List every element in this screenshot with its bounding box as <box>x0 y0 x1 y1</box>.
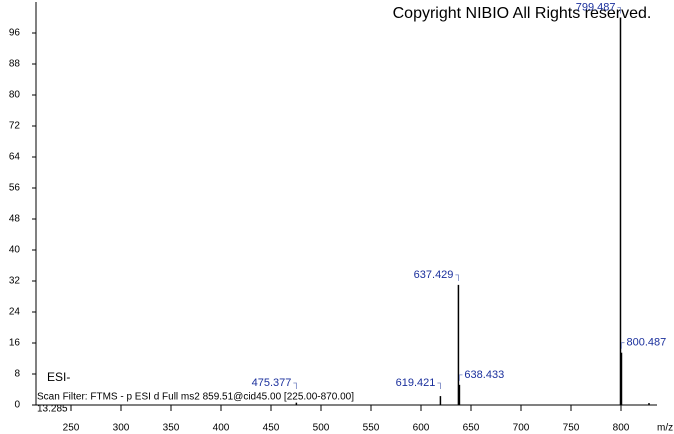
peak-label: 799.487 <box>576 1 616 13</box>
x-axis-label: m/z <box>657 423 673 434</box>
x-tick-label: 350 <box>163 423 180 434</box>
x-tick-label: 650 <box>463 423 480 434</box>
y-tick-label: 8 <box>14 369 20 380</box>
y-tick-label: 40 <box>9 245 21 256</box>
x-tick-label: 300 <box>113 423 130 434</box>
x-tick-label: 550 <box>363 423 380 434</box>
retention-time: 13.285 <box>37 404 68 415</box>
peak-label: 475.377 <box>252 377 292 389</box>
ionization: ESI- <box>47 370 70 384</box>
x-tick-label: 750 <box>563 423 580 434</box>
scan-filter: Scan Filter: FTMS - p ESI d Full ms2 859… <box>37 392 354 403</box>
y-tick-label: 64 <box>9 152 21 163</box>
y-tick-label: 88 <box>9 59 21 70</box>
x-tick-label: 250 <box>63 423 80 434</box>
peak-label: 619.421 <box>396 377 436 389</box>
y-tick-label: 72 <box>9 121 21 132</box>
peak-label: 800.487 <box>626 337 666 349</box>
y-tick-label: 48 <box>9 214 21 225</box>
label-connector <box>459 374 463 381</box>
label-connector <box>437 382 441 389</box>
y-tick-label: 56 <box>9 183 21 194</box>
x-tick-label: 400 <box>213 423 230 434</box>
x-tick-label: 450 <box>263 423 280 434</box>
label-connector <box>617 7 621 14</box>
x-tick-label: 600 <box>413 423 430 434</box>
y-tick-label: 96 <box>9 28 21 39</box>
label-connector <box>293 382 297 389</box>
x-tick-label: 500 <box>313 423 330 434</box>
label-connector <box>621 342 625 349</box>
y-tick-label: 0 <box>14 400 20 411</box>
y-tick-label: 80 <box>9 90 21 101</box>
peak-label: 637.429 <box>414 269 454 281</box>
label-connector <box>455 274 459 281</box>
x-tick-label: 800 <box>613 423 630 434</box>
chart-title: Copyright NIBIO All Rights reserved. <box>393 5 652 22</box>
peak-label: 638.433 <box>464 369 504 381</box>
x-tick-label: 700 <box>513 423 530 434</box>
y-tick-label: 16 <box>9 338 21 349</box>
y-tick-label: 32 <box>9 276 21 287</box>
y-tick-label: 24 <box>9 307 21 318</box>
